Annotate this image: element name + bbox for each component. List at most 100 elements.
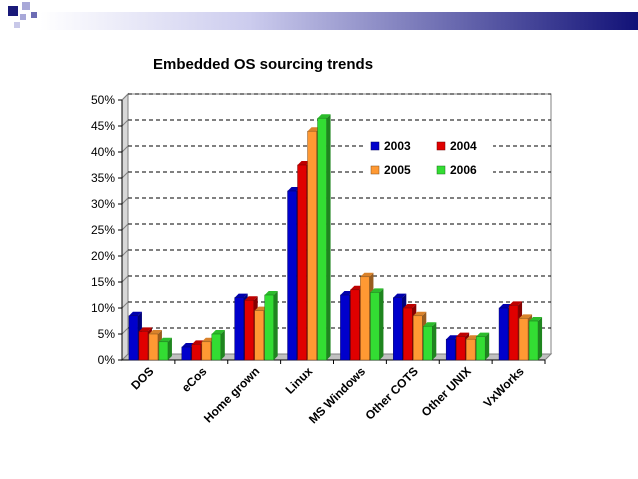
bar-top-2003-other-cots: [393, 293, 407, 298]
bar-2004-vxworks: [508, 305, 519, 361]
decorative-squares: [8, 2, 37, 28]
y-tick-label: 35%: [91, 171, 115, 185]
gridline-side: [121, 301, 129, 309]
gridline-side: [121, 145, 129, 153]
bar-2006-vxworks: [528, 320, 539, 361]
bar-2006-linux: [317, 117, 327, 361]
gridline-side: [121, 249, 129, 257]
bar-2005-home-grown: [254, 310, 264, 361]
bar-2004-ms-windows: [350, 289, 360, 361]
gridline-side: [121, 223, 129, 231]
bar-2005-dos: [148, 333, 159, 361]
bar-top-2005-ms-windows: [360, 272, 374, 277]
x-tick-label: VxWorks: [481, 364, 527, 410]
legend-swatch-2005: [370, 165, 380, 175]
bar-top-2005-other-cots: [413, 311, 427, 316]
bar-top-2006-ms-windows: [370, 288, 384, 293]
bar-2003-home-grown: [234, 297, 244, 361]
gridline-side: [121, 275, 129, 283]
y-tick-label: 40%: [91, 145, 115, 159]
y-tick-label: 45%: [91, 119, 115, 133]
bar-2006-ms-windows: [370, 292, 380, 361]
bar-side-2006-other-unix: [485, 332, 490, 360]
bar-top-2006-home-grown: [264, 291, 278, 295]
bar-side-2006-vxworks: [538, 317, 543, 360]
bar-2003-other-cots: [393, 297, 403, 361]
bar-side-2006-ecos: [220, 330, 225, 360]
bar-top-2004-vxworks: [509, 301, 523, 306]
gridline-side: [121, 119, 129, 127]
legend-swatch-2006: [436, 165, 446, 175]
legend-label-2005: 2005: [384, 163, 411, 177]
bar-top-2003-dos: [128, 311, 142, 316]
legend-swatch-2004: [436, 141, 446, 151]
bar-2003-vxworks: [498, 307, 509, 361]
bar-2005-other-cots: [413, 315, 423, 361]
y-tick-label: 15%: [91, 275, 115, 289]
bar-2004-other-cots: [403, 307, 413, 361]
bar-2006-dos: [158, 341, 169, 361]
bar-top-2004-home-grown: [244, 296, 258, 301]
bar-2006-other-unix: [475, 336, 486, 361]
chart-container: Embedded OS sourcing trends 0% 5% 10% 15% 20…: [55, 50, 575, 450]
bar-2003-linux: [287, 190, 297, 361]
header-gradient-band: [40, 12, 638, 30]
bar-top-2004-dos: [138, 327, 152, 332]
bar-side-2006-other-cots: [432, 322, 437, 360]
bar-top-2006-dos: [158, 337, 172, 342]
bar-side-2006-home-grown: [273, 291, 278, 360]
bar-2006-other-cots: [423, 325, 433, 361]
legend-swatch-2003: [370, 141, 380, 151]
bar-side-2006-ms-windows: [379, 288, 384, 360]
y-tick-label: 0%: [98, 353, 116, 367]
x-tick-label: Home grown: [201, 364, 262, 425]
y-tick-label: 5%: [98, 327, 116, 341]
gridline-side: [121, 197, 129, 205]
bar-top-2004-other-unix: [456, 332, 470, 337]
bar-2004-ecos: [191, 344, 202, 361]
x-tick-label: MS Windows: [306, 364, 368, 426]
bar-top-2006-vxworks: [529, 317, 543, 321]
gridline-side: [121, 171, 129, 179]
bar-side-2006-dos: [167, 337, 172, 360]
bar-top-2003-home-grown: [234, 293, 248, 298]
bar-side-2006-linux: [326, 114, 331, 360]
y-tick-label: 50%: [91, 93, 115, 107]
bar-2005-ms-windows: [360, 276, 370, 361]
bar-2005-ecos: [201, 341, 212, 361]
y-tick-label: 25%: [91, 223, 115, 237]
bar-2005-other-unix: [465, 338, 476, 361]
bar-2006-ecos: [211, 333, 222, 361]
bar-top-2006-linux: [317, 114, 331, 119]
bar-top-2005-vxworks: [519, 314, 533, 319]
bar-2003-other-unix: [445, 338, 456, 361]
gridline-side: [121, 93, 129, 101]
bar-2003-dos: [128, 315, 139, 361]
legend-label-2004: 2004: [450, 139, 477, 153]
legend-box: [363, 138, 493, 188]
bar-top-2006-ecos: [211, 330, 225, 334]
y-tick-label: 20%: [91, 249, 115, 263]
bar-2005-vxworks: [518, 318, 529, 361]
y-tick-label: 10%: [91, 301, 115, 315]
x-tick-label: Linux: [283, 364, 316, 397]
bar-top-2004-other-cots: [403, 304, 417, 308]
bar-chart: 0% 5% 10% 15% 20% 25% 30% 35% 40% 45% 50% DOS eCosHo…: [91, 92, 553, 426]
x-tick-label: DOS: [128, 364, 156, 392]
bar-2005-linux: [307, 130, 317, 361]
x-tick-label: Other COTS: [362, 364, 420, 422]
x-tick-label: eCos: [179, 364, 210, 395]
gridline-side: [121, 327, 129, 335]
legend-label-2003: 2003: [384, 139, 411, 153]
bar-2003-ms-windows: [340, 294, 350, 361]
bar-2004-dos: [138, 331, 149, 361]
bar-2003-ecos: [181, 346, 192, 361]
x-tick-label: Other UNIX: [419, 364, 474, 419]
bar-2006-home-grown: [264, 294, 274, 361]
bar-top-2006-other-cots: [423, 322, 437, 327]
bar-2004-home-grown: [244, 299, 254, 361]
bar-top-2006-other-unix: [476, 332, 490, 337]
chart-title: Embedded OS sourcing trends: [153, 56, 374, 73]
bar-2004-linux: [297, 164, 307, 361]
y-tick-label: 30%: [91, 197, 115, 211]
